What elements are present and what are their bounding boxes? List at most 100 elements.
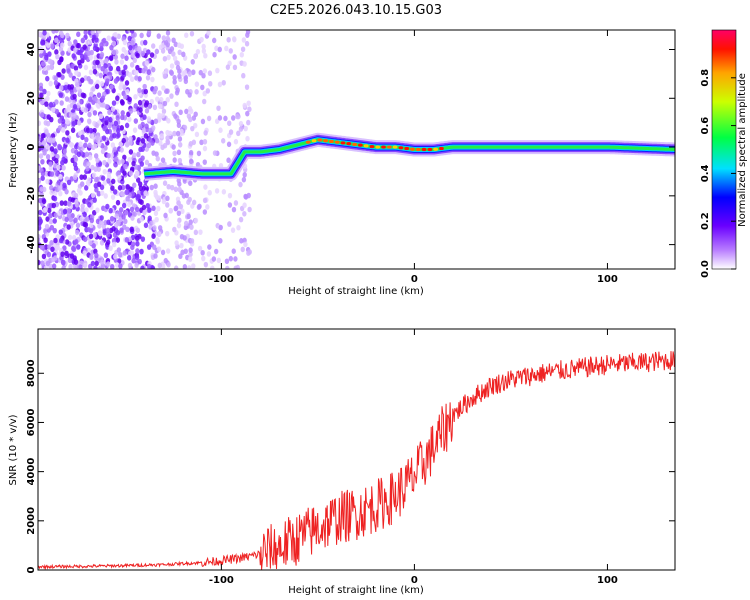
spectrogram-speckle — [48, 137, 53, 144]
spectrogram-speckle — [38, 165, 41, 171]
spectrogram-speckle — [196, 150, 202, 157]
spectrogram-speckle — [64, 239, 70, 245]
spectrogram-speckle — [84, 185, 89, 191]
ridge-peak — [415, 147, 421, 152]
spectrogram-speckle — [177, 186, 182, 193]
spectrogram-speckle — [119, 81, 124, 88]
spectrogram-speckle — [161, 108, 167, 115]
spectrogram-speckle — [52, 218, 57, 224]
spectrogram-speckle — [198, 229, 203, 235]
spectrogram-speckle — [156, 246, 162, 253]
spectral-ridge-band — [143, 138, 675, 176]
spectrogram-speckle — [52, 195, 58, 202]
spectrogram-speckle — [211, 256, 217, 262]
spectrogram-speckle — [140, 50, 146, 57]
spectrogram-speckle — [73, 156, 79, 162]
spectrogram-speckle — [78, 264, 83, 269]
spectrogram-speckle — [102, 168, 107, 175]
spectrogram-speckle — [100, 175, 106, 181]
spectrogram-ticks: -100 0 100 -40 -20 0 20 40 — [26, 30, 675, 285]
spectrogram-speckle — [88, 69, 94, 76]
ridge-peak — [346, 142, 352, 146]
spectrogram-speckle — [177, 181, 182, 187]
spectrogram-speckle — [111, 100, 117, 106]
spectrogram-speckle — [231, 248, 236, 254]
spectrogram-speckle — [186, 213, 191, 220]
spectrogram-speckle — [171, 51, 176, 57]
spectrogram-speckle — [227, 221, 232, 227]
spectrogram-speckle — [68, 216, 73, 223]
spectrogram-speckle — [197, 245, 203, 252]
spectrogram-speckle — [124, 55, 129, 61]
spectrogram-speckle — [86, 161, 91, 167]
spectrogram-speckle — [246, 119, 251, 126]
spectrogram-speckle — [43, 120, 48, 126]
spectrogram-speckle — [110, 106, 116, 112]
spectrogram-speckle — [143, 39, 148, 46]
spectrogram-speckle — [68, 112, 74, 118]
spectrogram-speckle — [53, 237, 58, 244]
spectrogram-speckle — [155, 155, 160, 162]
spectrogram-speckle — [233, 265, 238, 269]
spectrogram-speckle — [216, 257, 221, 264]
spectrogram-speckle — [119, 147, 124, 153]
spectrogram-speckle — [44, 54, 49, 61]
spectrogram-speckle — [45, 143, 50, 150]
spectrogram-speckle — [183, 248, 188, 255]
spectrogram-speckle — [202, 159, 207, 165]
spectrogram-speckle — [72, 263, 78, 269]
spectrogram-speckle — [233, 138, 239, 145]
spectrogram-speckle — [158, 140, 163, 146]
spectrogram-speckle — [215, 67, 220, 74]
spectrogram-speckle — [74, 239, 79, 245]
spectrogram-speckle — [128, 149, 134, 155]
spectrogram-speckle — [127, 35, 132, 42]
spectrogram-speckle — [218, 127, 223, 133]
spectrogram-speckle — [244, 84, 250, 90]
spectrogram-speckle — [167, 48, 173, 55]
spectrogram-speckle — [160, 249, 166, 256]
spectrogram-speckle — [121, 214, 126, 220]
spectrogram-speckle — [109, 152, 114, 159]
spectrogram-speckle — [179, 233, 185, 240]
spectrogram-speckle — [173, 205, 179, 212]
spectrogram-speckle — [202, 90, 207, 97]
y-tick-label: 20 — [26, 91, 37, 105]
spectrogram-speckle — [94, 122, 100, 129]
spectrogram-speckle — [96, 190, 101, 197]
spectrogram-speckle — [200, 249, 205, 256]
spectrogram-speckle — [206, 251, 212, 257]
ridge-peak — [439, 146, 444, 151]
spectrogram-speckle — [80, 134, 85, 141]
spectrogram-speckle — [226, 157, 231, 164]
ridge-peak — [427, 147, 433, 152]
spectrogram-speckle — [202, 68, 208, 74]
spectrogram-speckle — [154, 137, 160, 144]
spectrogram-speckle — [181, 193, 187, 199]
spectrogram-speckle — [54, 37, 59, 44]
spectrogram-speckle — [89, 91, 94, 98]
colorbar-gradient — [711, 29, 737, 270]
spectrogram-speckle — [156, 33, 161, 39]
spectrogram-speckle — [45, 260, 50, 267]
spectrogram-speckle — [39, 48, 44, 54]
spectrogram-speckle — [83, 64, 89, 71]
spectrogram-speckle — [151, 66, 156, 73]
spectrogram-speckle — [144, 60, 149, 67]
spectrogram-speckle — [134, 262, 139, 268]
spectrogram-speckle — [49, 146, 55, 152]
spectrogram-y-label: Frequency (Hz) — [8, 112, 19, 188]
spectrogram-speckle — [232, 54, 237, 60]
spectrogram-speckle — [175, 60, 180, 67]
spectrogram-speckle — [84, 151, 90, 158]
spectrogram-speckle — [117, 185, 123, 191]
spectrogram-speckle — [120, 100, 125, 106]
spectrogram-speckle — [140, 155, 145, 161]
spectrogram-speckle — [165, 230, 170, 237]
spectrogram-speckle — [50, 246, 55, 253]
spectrogram-speckle — [58, 229, 63, 235]
spectrogram-speckle — [162, 142, 168, 149]
spectrogram-speckle — [86, 118, 92, 124]
spectrogram-speckle — [111, 241, 117, 248]
spectrogram-speckle — [160, 157, 166, 163]
